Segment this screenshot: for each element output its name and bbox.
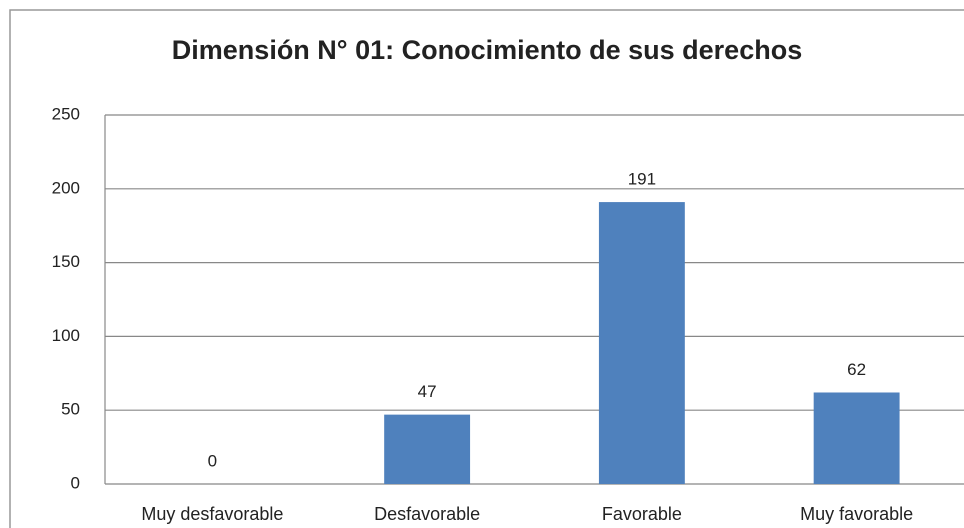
bar <box>384 414 471 484</box>
value-label: 0 <box>208 451 217 470</box>
value-label: 47 <box>418 382 437 401</box>
y-tick-label: 0 <box>71 473 80 492</box>
x-tick-label: Muy desfavorable <box>141 504 283 524</box>
value-label: 191 <box>628 170 656 189</box>
x-tick-label: Favorable <box>602 504 682 524</box>
y-tick-label: 150 <box>52 252 80 271</box>
chart-title: Dimensión N° 01: Conocimiento de sus der… <box>172 35 802 65</box>
x-tick-label: Desfavorable <box>374 504 480 524</box>
chart-frame <box>9 9 964 528</box>
x-tick-label: Muy favorable <box>800 504 913 524</box>
y-tick-label: 200 <box>52 178 80 197</box>
y-tick-label: 250 <box>52 104 80 123</box>
y-tick-label: 50 <box>61 400 80 419</box>
bar <box>813 392 900 484</box>
value-label: 62 <box>847 360 866 379</box>
bar <box>598 202 685 485</box>
y-tick-label: 100 <box>52 326 80 345</box>
